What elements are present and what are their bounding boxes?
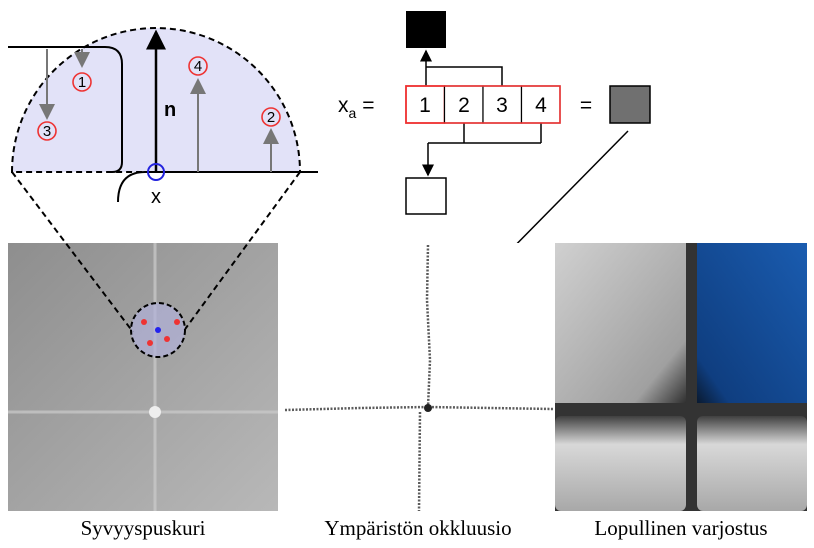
- normal-label: n: [164, 99, 176, 121]
- caption: Ympäristön okkluusio: [324, 516, 511, 540]
- sample-label: 2: [267, 109, 275, 126]
- sample-dot: [147, 340, 153, 346]
- surface: [118, 172, 318, 202]
- final-panel: [555, 243, 807, 511]
- cell-label: 2: [458, 94, 470, 117]
- occlusion: [424, 404, 432, 412]
- variable: x: [338, 94, 349, 117]
- depth-image: [8, 243, 278, 511]
- point-label: x: [151, 186, 161, 208]
- tile: [697, 416, 807, 511]
- connector: [428, 123, 541, 143]
- ao-panel: [283, 243, 553, 511]
- sample-dot: [174, 319, 180, 325]
- black-box: [406, 11, 446, 48]
- connector: [426, 67, 502, 86]
- tile: [555, 416, 686, 511]
- cell-label: 4: [535, 94, 547, 117]
- subscript: a: [349, 105, 357, 121]
- sample-label: 4: [194, 58, 202, 75]
- highlight: [149, 406, 161, 418]
- tile: [555, 243, 686, 403]
- cell-label: 1: [419, 94, 431, 117]
- cell-label: 3: [496, 94, 508, 117]
- array-label: xa =: [338, 94, 375, 121]
- center-dot: [155, 327, 161, 333]
- diagram: n x 1 2 3 4 xa= 1 2 3 4 =: [0, 0, 814, 548]
- sample-label: 1: [78, 74, 86, 91]
- sample-label: 3: [43, 123, 51, 140]
- equals: =: [580, 94, 592, 117]
- equals: =: [362, 94, 374, 117]
- sample-dot: [164, 336, 170, 342]
- hemisphere: n x 1 2 3 4: [8, 28, 318, 208]
- white-box: [406, 178, 446, 214]
- sample-dot: [141, 319, 147, 325]
- caption: Lopullinen varjostus: [594, 516, 767, 540]
- ao-image: [283, 243, 553, 511]
- tile: [697, 243, 807, 403]
- depth-panel: [8, 172, 300, 511]
- caption: Syvyyspuskuri: [81, 516, 206, 540]
- result-box: [610, 86, 650, 123]
